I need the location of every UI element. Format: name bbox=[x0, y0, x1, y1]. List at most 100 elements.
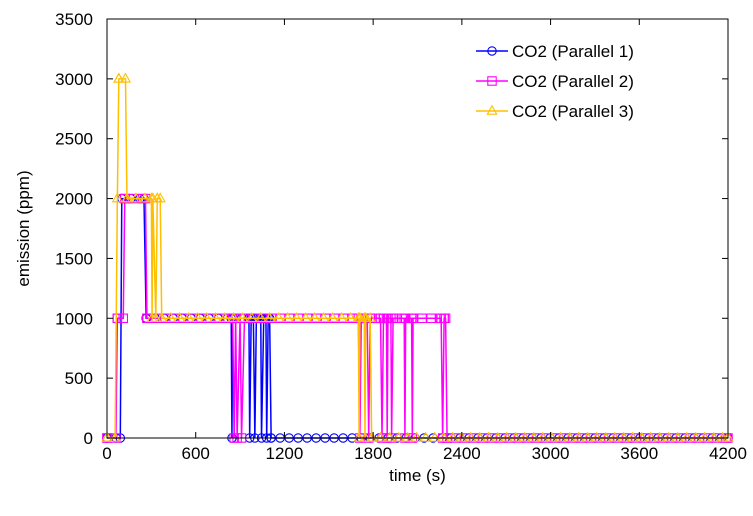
data-point bbox=[440, 313, 451, 324]
x-tick-label: 3000 bbox=[532, 444, 570, 463]
data-point bbox=[420, 431, 432, 442]
data-point bbox=[486, 104, 498, 115]
data-point bbox=[291, 311, 303, 323]
data-point bbox=[609, 431, 621, 442]
data-point bbox=[699, 431, 711, 442]
data-point bbox=[318, 311, 330, 323]
data-point bbox=[130, 192, 142, 203]
data-point bbox=[345, 311, 357, 323]
data-point bbox=[119, 72, 132, 83]
x-tick-label: 1200 bbox=[266, 444, 304, 463]
data-point bbox=[388, 313, 398, 324]
data-point bbox=[246, 311, 258, 323]
legend-item: CO2 (Parallel 3) bbox=[476, 102, 634, 121]
x-tick-label: 4200 bbox=[709, 444, 747, 463]
x-tick-label: 2400 bbox=[443, 444, 481, 463]
data-point bbox=[465, 431, 477, 442]
data-point bbox=[487, 76, 497, 86]
data-point bbox=[142, 313, 152, 324]
legend-item: CO2 (Parallel 2) bbox=[476, 72, 634, 91]
y-tick-label: 0 bbox=[84, 429, 93, 448]
data-point bbox=[300, 311, 312, 323]
x-axis-label: time (s) bbox=[389, 466, 446, 485]
data-point bbox=[501, 431, 513, 442]
data-point bbox=[528, 431, 540, 442]
data-point bbox=[417, 313, 427, 324]
x-tick-label: 600 bbox=[182, 444, 210, 463]
y-tick-label: 500 bbox=[65, 369, 93, 388]
legend-label: CO2 (Parallel 2) bbox=[512, 72, 634, 91]
data-point bbox=[672, 431, 684, 442]
data-point bbox=[111, 192, 123, 203]
data-point bbox=[121, 192, 133, 203]
data-point bbox=[109, 431, 121, 442]
data-point bbox=[174, 311, 186, 323]
data-point bbox=[359, 431, 371, 442]
data-point bbox=[327, 311, 339, 323]
data-point bbox=[201, 311, 213, 323]
data-point bbox=[336, 311, 348, 323]
data-point bbox=[447, 431, 459, 442]
y-tick-label: 1500 bbox=[55, 249, 93, 268]
data-point bbox=[690, 431, 702, 442]
data-point bbox=[487, 46, 497, 56]
data-point bbox=[600, 431, 612, 442]
data-point bbox=[546, 431, 558, 442]
legend: CO2 (Parallel 1) CO2 (Parallel 2) CO2 (Par… bbox=[476, 42, 634, 121]
legend-label: CO2 (Parallel 3) bbox=[512, 102, 634, 121]
data-point bbox=[591, 431, 603, 442]
x-tick-label: 0 bbox=[102, 444, 111, 463]
data-point bbox=[273, 311, 285, 323]
data-point bbox=[618, 431, 630, 442]
data-point bbox=[717, 431, 729, 442]
data-point bbox=[582, 431, 594, 442]
y-tick-label: 3500 bbox=[55, 10, 93, 29]
data-point bbox=[366, 431, 378, 442]
data-point bbox=[708, 431, 720, 442]
data-point bbox=[183, 311, 195, 323]
y-tick-label: 3000 bbox=[55, 70, 93, 89]
data-point bbox=[627, 431, 639, 442]
data-point bbox=[150, 311, 162, 323]
data-point bbox=[113, 72, 125, 83]
legend-label: CO2 (Parallel 1) bbox=[512, 42, 634, 61]
data-point bbox=[192, 311, 204, 323]
data-point bbox=[663, 431, 675, 442]
data-point bbox=[510, 431, 522, 442]
axis-ticks: 0 600 1200 1800 2400 3000 3600 4200 0 500 1000 1500… bbox=[55, 10, 747, 463]
data-point bbox=[573, 431, 585, 442]
data-point bbox=[264, 311, 276, 323]
data-point bbox=[353, 431, 365, 442]
plot-frame bbox=[106, 18, 729, 439]
data-point bbox=[237, 311, 249, 323]
series-parallel-3 bbox=[101, 72, 734, 442]
data-point bbox=[411, 431, 423, 442]
data-point bbox=[426, 313, 436, 324]
data-point bbox=[555, 431, 567, 442]
data-point bbox=[474, 431, 486, 442]
data-point bbox=[118, 313, 129, 324]
y-tick-label: 2000 bbox=[55, 190, 93, 209]
y-tick-label: 2500 bbox=[55, 130, 93, 149]
data-point bbox=[564, 431, 576, 442]
data-point bbox=[139, 192, 151, 203]
data-point bbox=[483, 431, 495, 442]
data-point bbox=[519, 431, 531, 442]
data-point bbox=[429, 431, 441, 442]
plot-area bbox=[101, 72, 734, 443]
data-point bbox=[492, 431, 504, 442]
data-point bbox=[456, 431, 468, 442]
data-point bbox=[364, 311, 376, 323]
data-point bbox=[112, 313, 123, 324]
y-axis-label: emission (ppm) bbox=[14, 170, 33, 286]
data-point bbox=[384, 431, 396, 442]
data-point bbox=[228, 311, 240, 323]
data-point bbox=[165, 311, 177, 323]
data-point bbox=[537, 431, 549, 442]
x-tick-label: 1800 bbox=[354, 444, 392, 463]
data-point bbox=[645, 431, 657, 442]
data-point bbox=[400, 313, 411, 324]
data-point bbox=[654, 431, 666, 442]
series-line bbox=[107, 78, 728, 439]
